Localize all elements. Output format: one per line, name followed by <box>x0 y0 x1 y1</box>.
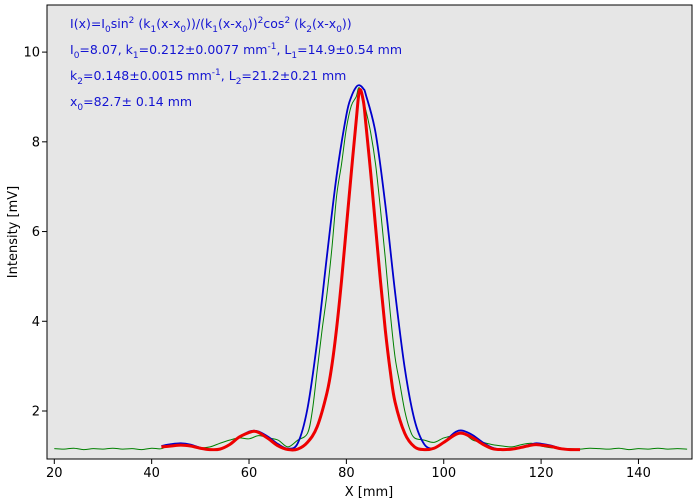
x-tick-label: 20 <box>46 466 63 481</box>
fit-curve-red <box>161 88 581 452</box>
plot-area <box>46 4 693 460</box>
fit-params-line-2: k2=0.148±0.0015 mm-1, L2=21.2±0.21 mm <box>70 68 346 87</box>
x-tick-label: 100 <box>431 466 456 481</box>
y-tick-label: 6 <box>32 225 40 240</box>
fit-formula: I(x)=I0sin2 (k1(x-x0))/(k1(x-x0))2cos2 (… <box>70 16 352 35</box>
series-layer <box>54 84 688 452</box>
x-axis: 20 40 60 80 100 120 140 <box>46 459 651 481</box>
y-tick-label: 10 <box>23 46 40 61</box>
y-tick-label: 4 <box>32 315 40 330</box>
y-axis-title: Intensity [mV] <box>6 186 21 278</box>
x-tick-label: 120 <box>529 466 554 481</box>
y-axis: 2 4 6 8 10 <box>23 46 47 419</box>
fit-params-line-3: x0=82.7± 0.14 mm <box>70 94 192 113</box>
y-tick-label: 2 <box>32 404 40 419</box>
fit-params-line-1: I0=8.07, k1=0.212±0.0077 mm-1, L1=14.9±0… <box>70 42 402 61</box>
y-tick-label: 8 <box>32 135 40 150</box>
x-axis-title: X [mm] <box>345 485 394 500</box>
x-tick-label: 140 <box>626 466 651 481</box>
fit-annotation: I(x)=I0sin2 (k1(x-x0))/(k1(x-x0))2cos2 (… <box>70 16 402 113</box>
x-tick-label: 80 <box>338 466 355 481</box>
x-tick-label: 40 <box>143 466 160 481</box>
x-tick-label: 60 <box>241 466 258 481</box>
